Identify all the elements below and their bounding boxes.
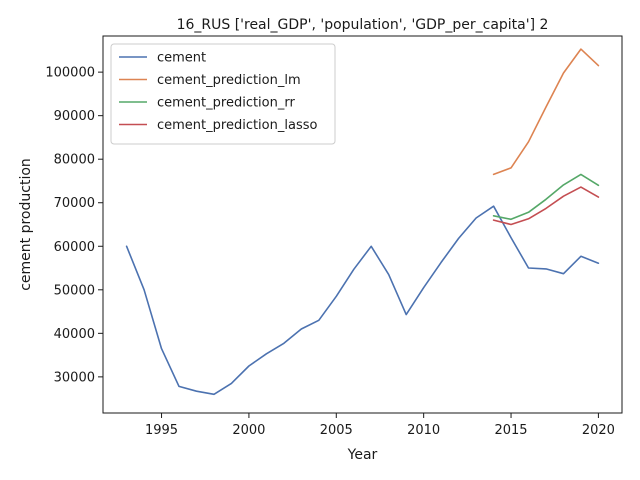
x-tick-label: 1995 [145, 423, 178, 438]
x-axis: 1995 2000 2005 2010 2015 2020 [145, 413, 615, 438]
x-tick-label: 2010 [407, 423, 440, 438]
x-tick-label: 2020 [582, 423, 615, 438]
x-tick-label: 2005 [320, 423, 353, 438]
legend-box [110, 43, 336, 145]
series-line-cement-prediction-lasso [492, 186, 600, 226]
series-line-cement-prediction-rr [492, 173, 600, 221]
y-tick-label: 80000 [54, 153, 95, 168]
plot-lines [125, 48, 600, 396]
y-tick-label: 60000 [54, 240, 95, 255]
series-line-cement-prediction-lm [492, 48, 600, 176]
y-tick-label: 50000 [54, 283, 95, 298]
chart-title: 16_RUS ['real_GDP', 'population', 'GDP_p… [177, 17, 549, 33]
y-tick-label: 90000 [54, 109, 95, 124]
y-tick-label: 30000 [54, 370, 95, 385]
x-tick-label: 2015 [494, 423, 527, 438]
y-axis-label: cement production [18, 158, 34, 291]
legend: cement cement_prediction_lm cement_predict… [110, 43, 336, 145]
plot-frame [102, 35, 623, 414]
y-tick-label: 100000 [45, 66, 95, 81]
legend-label: cement_prediction_lasso [157, 118, 317, 133]
x-axis-label: Year [347, 447, 378, 463]
y-tick-label: 40000 [54, 327, 95, 342]
y-tick-label: 70000 [54, 196, 95, 211]
x-tick-label: 2000 [232, 423, 265, 438]
legend-label: cement [157, 51, 206, 66]
series-line-cement [125, 205, 600, 396]
y-axis: 30000 40000 50000 60000 70000 80000 90000 10000… [45, 66, 103, 385]
legend-label: cement_prediction_lm [157, 73, 301, 88]
legend-label: cement_prediction_rr [157, 96, 295, 111]
